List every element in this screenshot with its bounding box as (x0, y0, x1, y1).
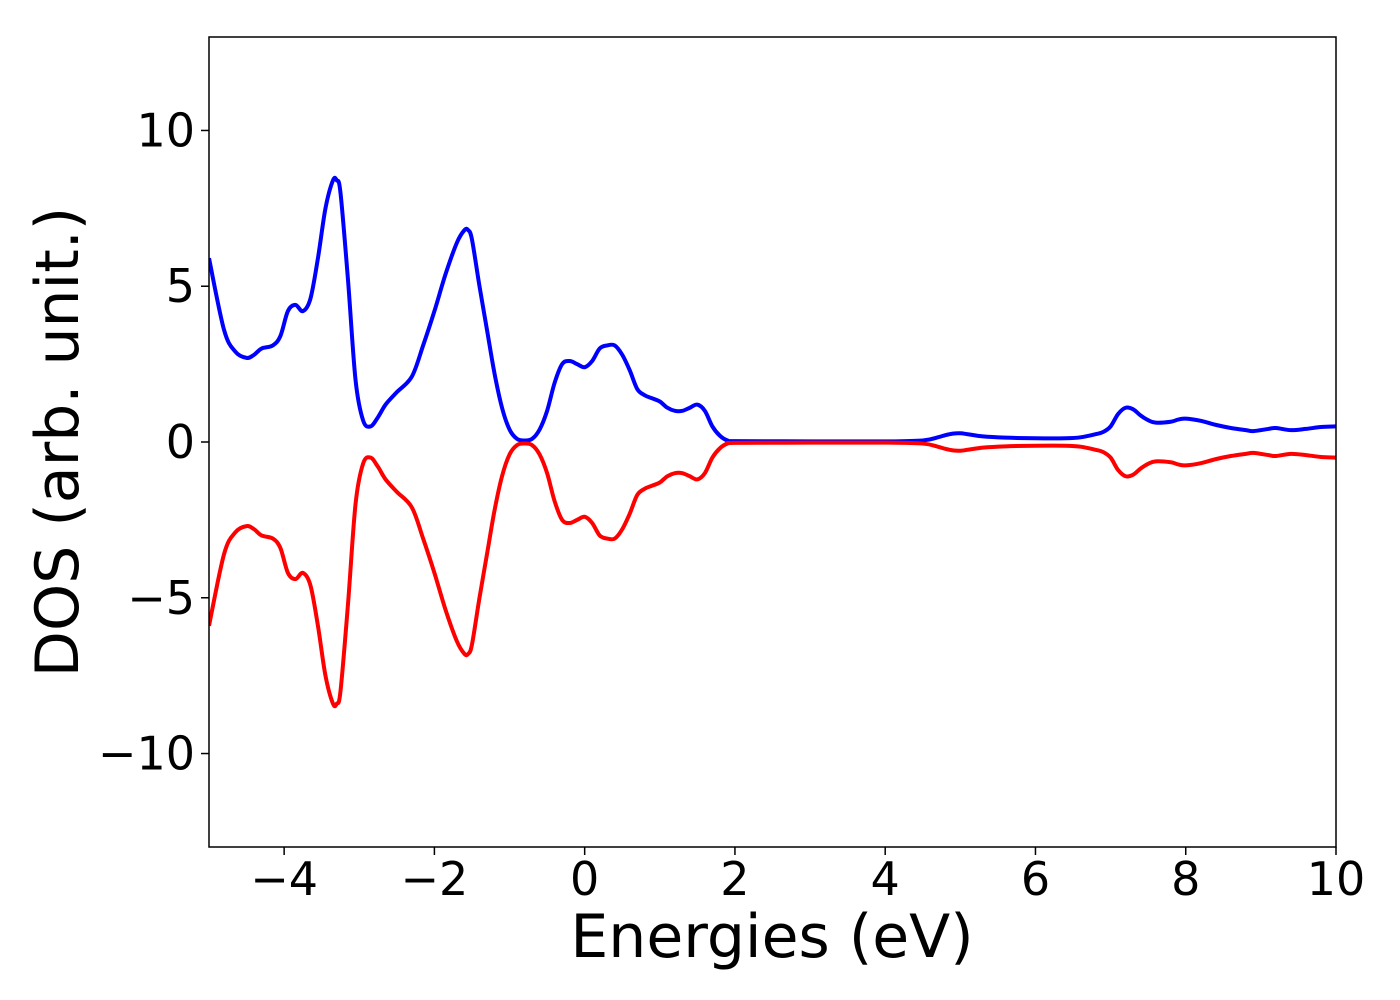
x-tick-label: 2 (720, 852, 749, 906)
y-tick-label: −5 (127, 571, 195, 625)
y-axis-label: DOS (arb. unit.) (23, 207, 93, 677)
series-line-1 (209, 175, 1336, 444)
y-tick-label: 5 (166, 259, 195, 313)
x-tick-label: −4 (250, 852, 318, 906)
series-layer (209, 175, 1336, 709)
x-tick-label: 4 (871, 852, 900, 906)
x-tick-label: 10 (1307, 852, 1366, 906)
y-tick-label: 0 (166, 415, 195, 469)
y-tick-label: −10 (98, 727, 195, 781)
x-tick-label: 0 (570, 852, 599, 906)
x-axis-label: Energies (eV) (570, 902, 973, 972)
y-tick-label: 10 (136, 103, 195, 157)
y-axis-ticks: −10 −5 0 5 10 (98, 103, 209, 781)
series-line-2 (209, 440, 1336, 709)
x-axis-ticks: −4 −2 0 2 4 6 8 10 (250, 847, 1365, 906)
x-tick-label: −2 (400, 852, 468, 906)
x-tick-label: 6 (1021, 852, 1050, 906)
x-tick-label: 8 (1171, 852, 1200, 906)
